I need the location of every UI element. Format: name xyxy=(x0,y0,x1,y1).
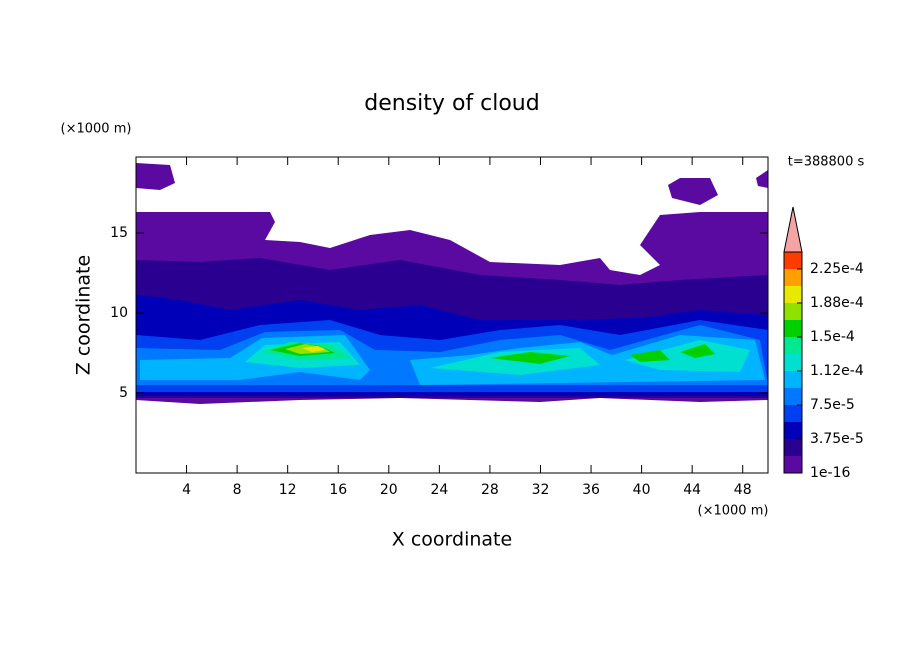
colorbar-band xyxy=(784,269,802,286)
y-axis-label: Z coordinate xyxy=(73,255,95,375)
colorbar-tick-label: 7.5e-5 xyxy=(810,397,855,413)
chart-title: density of cloud xyxy=(364,91,539,116)
colorbar-tick-label: 1.88e-4 xyxy=(810,295,864,311)
colorbar-frame xyxy=(783,251,803,474)
x-tick-label: 28 xyxy=(481,482,499,498)
plot-frame xyxy=(135,156,769,474)
contour-region xyxy=(625,340,750,372)
colorbar-band xyxy=(784,422,802,439)
contour-region xyxy=(630,350,670,362)
x-tick-label: 20 xyxy=(380,482,398,498)
colorbar-tick-label: 1e-16 xyxy=(810,465,850,481)
x-axis-label: X coordinate xyxy=(392,529,512,551)
contour-region xyxy=(302,346,325,352)
colorbar-band xyxy=(784,388,802,405)
y-unit: (×1000 m) xyxy=(61,122,132,137)
colorbar-band xyxy=(784,252,802,269)
x-tick-label: 16 xyxy=(329,482,347,498)
contour-region xyxy=(136,163,175,190)
contour-region xyxy=(490,352,570,364)
time-annotation: t=388800 s xyxy=(788,155,865,170)
colorbar-band xyxy=(784,456,802,473)
colorbar-extension xyxy=(783,206,803,253)
x-tick-label: 40 xyxy=(633,482,651,498)
colorbar-band xyxy=(784,405,802,422)
colorbar-band xyxy=(784,320,802,337)
colorbar-band xyxy=(784,371,802,388)
contour-region xyxy=(680,344,715,358)
x-tick-label: 32 xyxy=(532,482,550,498)
colorbar-band xyxy=(784,354,802,371)
contour-region xyxy=(756,170,768,188)
colorbar-band xyxy=(784,439,802,456)
colorbar-tick-label: 2.25e-4 xyxy=(810,261,864,277)
y-tick-label: 15 xyxy=(110,225,128,241)
colorbar-band xyxy=(784,337,802,354)
x-tick-label: 48 xyxy=(734,482,752,498)
colorbar-tick-label: 1.12e-4 xyxy=(810,363,864,379)
colorbar-band xyxy=(784,303,802,320)
x-tick-label: 36 xyxy=(582,482,600,498)
contour-field xyxy=(136,163,768,404)
x-tick-label: 4 xyxy=(182,482,191,498)
x-tick-label: 8 xyxy=(233,482,242,498)
colorbar-band xyxy=(784,286,802,303)
y-tick-label: 5 xyxy=(119,385,128,401)
y-tick-label: 10 xyxy=(110,305,128,321)
x-tick-label: 24 xyxy=(430,482,448,498)
x-tick-label: 44 xyxy=(683,482,701,498)
x-unit: (×1000 m) xyxy=(698,504,769,519)
contour-region xyxy=(668,178,718,205)
x-tick-label: 12 xyxy=(279,482,297,498)
colorbar-tick-label: 1.5e-4 xyxy=(810,329,855,345)
colorbar-tick-label: 3.75e-5 xyxy=(810,431,864,447)
